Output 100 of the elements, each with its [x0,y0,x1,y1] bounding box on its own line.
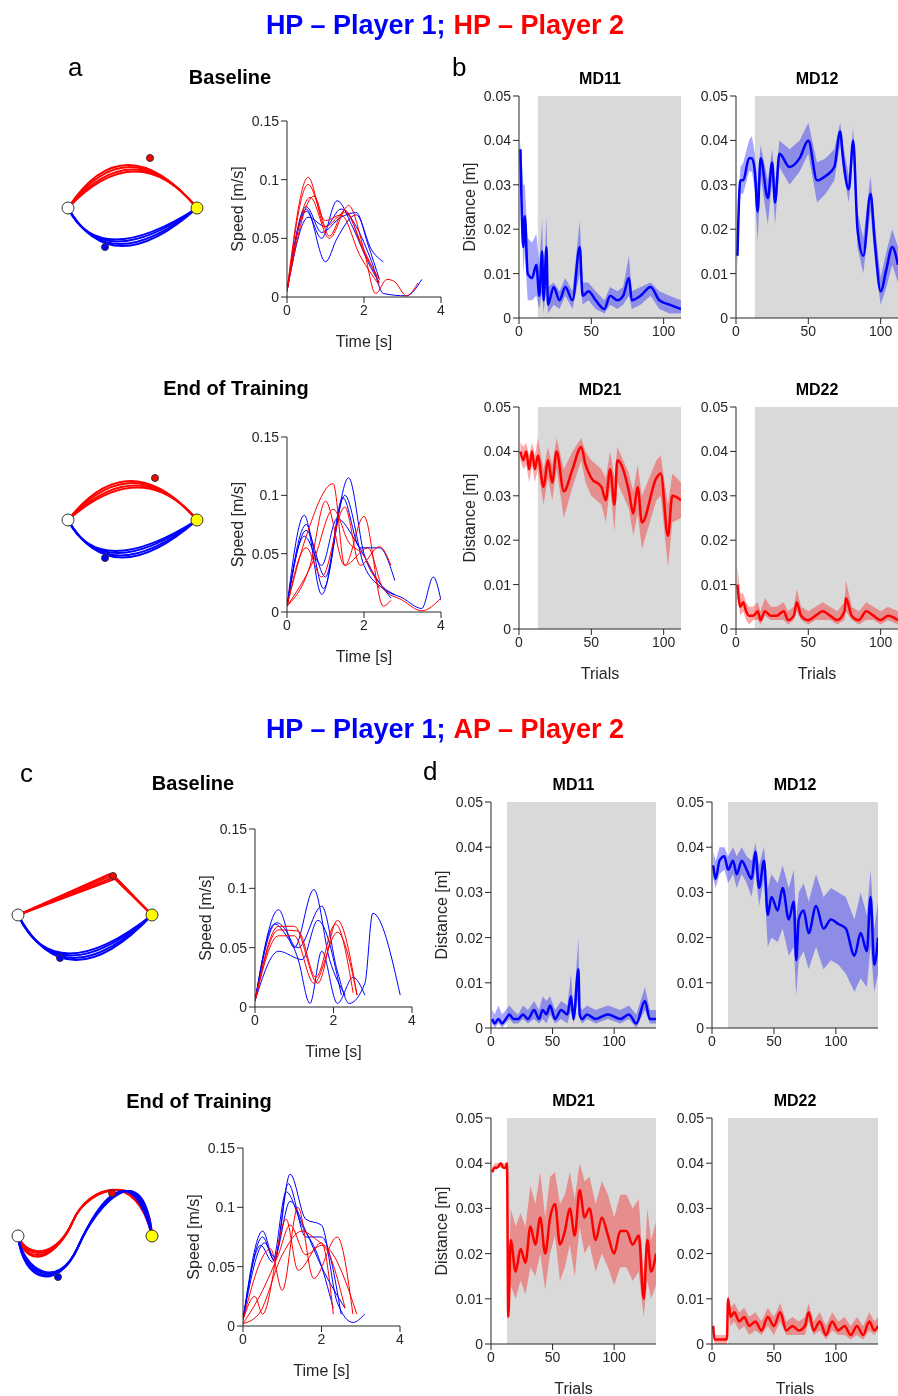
text: AP – Player 2 [453,714,625,744]
y-tick-label: 0.04 [455,1155,484,1172]
x-axis-title: Trials [797,665,837,682]
y-tick-label: 0.02 [676,929,705,946]
x-tick-label: 100 [602,1032,627,1049]
x-tick-label: 50 [544,1032,561,1049]
x-tick-label: 4 [396,1330,405,1347]
y-axis-title: Speed [m/s] [228,166,246,252]
chart-title: Baseline [187,66,273,89]
y-tick-label: 0.05 [483,87,512,104]
text: c [20,758,33,789]
chart-title: MD21 [551,1092,596,1110]
x-tick-label: 100 [868,633,893,650]
x-tick-label: 50 [583,322,600,339]
x-tick-label: 100 [651,633,676,650]
y-tick-label: 0.05 [219,939,248,956]
x-tick-label: 4 [437,301,446,318]
y-tick-label: 0.1 [259,487,280,504]
y-tick-label: 0.04 [700,132,729,149]
y-axis-title: Speed [m/s] [228,481,246,568]
y-tick-label: 0.02 [455,929,484,946]
chart-title: MD11 [551,776,596,794]
x-tick-label: 2 [317,1330,326,1347]
y-tick-label: 0.02 [676,1245,705,1262]
text: b [452,52,467,83]
x-tick-label: 50 [766,1348,782,1365]
y-tick-label: 0.02 [483,532,512,549]
y-axis-title: Distance [m] [432,1186,450,1276]
y-tick-label: 0.05 [207,1258,236,1275]
x-tick-label: 0 [515,633,524,650]
chart-title: MD11 [578,70,622,88]
x-tick-label: 0 [732,633,741,650]
text: HP – Player 1; [265,10,446,40]
y-tick-label: 0.04 [700,443,729,460]
y-tick-label: 0.15 [207,1139,236,1156]
y-tick-label: 0.01 [455,974,484,991]
y-tick-label: 0.1 [215,1199,236,1216]
y-tick-label: 0.03 [676,1200,705,1217]
y-tick-label: 0.01 [700,576,729,593]
y-tick-label: 0.03 [676,884,705,901]
y-tick-label: 0.01 [483,265,512,282]
y-tick-label: 0 [227,1317,236,1334]
y-tick-label: 0.05 [676,793,705,810]
y-tick-label: 0.03 [700,176,729,193]
y-tick-label: 0 [271,603,280,620]
y-axis-title: Speed [m/s] [184,1194,202,1280]
y-tick-label: 0.04 [676,839,705,856]
x-tick-label: 0 [283,301,292,318]
x-axis-title: Trials [775,1380,815,1396]
y-tick-label: 0.02 [700,221,729,238]
y-tick-label: 0.05 [700,87,729,104]
chart-title: MD21 [577,381,623,399]
text: a [68,52,83,83]
x-tick-label: 100 [824,1032,848,1049]
y-tick-label: 0.1 [227,880,248,897]
y-tick-label: 0.04 [483,443,512,460]
y-tick-label: 0.02 [700,532,729,549]
chart-title: End of Training [125,1090,273,1113]
chart-title: Baseline [150,772,236,795]
y-tick-label: 0.03 [455,1200,484,1217]
x-axis-title: Trials [580,665,620,682]
x-tick-label: 50 [800,633,817,650]
x-axis-title: Time [s] [335,648,393,665]
y-tick-label: 0.15 [219,820,248,837]
y-axis-title: Speed [m/s] [196,875,214,961]
text: HP – Player 1; [265,714,446,744]
chart-title: MD12 [794,70,840,88]
y-tick-label: 0.03 [455,884,484,901]
x-axis-title: Time [s] [335,333,393,350]
y-tick-label: 0.05 [251,230,280,247]
chart-title: MD22 [794,381,840,399]
chart-title: End of Training [162,377,310,400]
x-tick-label: 100 [868,322,893,339]
y-tick-label: 0 [271,288,280,305]
x-tick-label: 2 [360,616,369,633]
x-tick-label: 0 [283,616,292,633]
y-tick-label: 0.01 [455,1290,484,1307]
x-tick-label: 2 [329,1011,338,1028]
y-tick-label: 0 [239,998,248,1015]
y-tick-label: 0.04 [676,1155,705,1172]
y-tick-label: 0.03 [700,487,729,504]
chart-title: MD12 [772,776,818,794]
text: d [423,756,438,787]
x-axis-title: Time [s] [305,1043,362,1060]
x-tick-label: 100 [651,322,676,339]
x-tick-label: 50 [766,1032,782,1049]
x-tick-label: 100 [602,1348,627,1365]
y-axis-title: Distance [m] [460,162,478,252]
text: HP – Player 2 [453,10,625,40]
x-tick-label: 50 [583,633,600,650]
y-tick-label: 0.1 [259,171,280,188]
y-axis-title: Distance [m] [432,870,450,960]
x-tick-label: 0 [732,322,741,339]
y-tick-label: 0.05 [483,398,512,415]
y-tick-label: 0.02 [455,1245,484,1262]
x-tick-label: 50 [544,1348,561,1365]
y-tick-label: 0.15 [251,112,280,129]
x-tick-label: 50 [800,322,817,339]
y-tick-label: 0.05 [700,398,729,415]
y-tick-label: 0.01 [700,265,729,282]
